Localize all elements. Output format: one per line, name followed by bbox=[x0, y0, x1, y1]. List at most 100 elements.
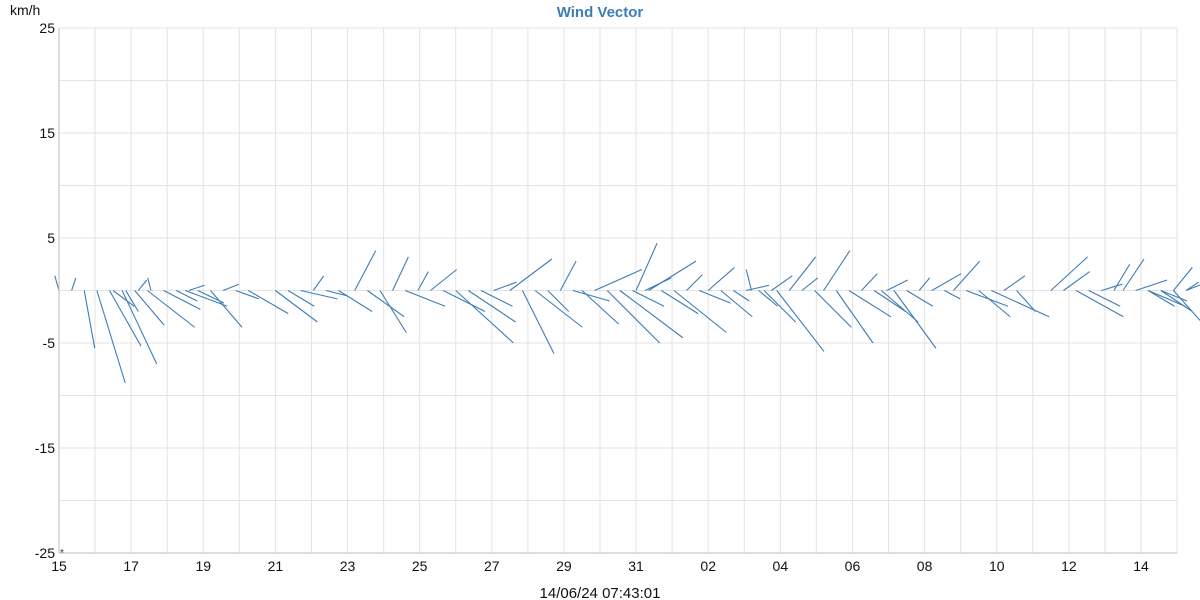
y-tick-label: 5 bbox=[47, 230, 55, 246]
wind-vector bbox=[1173, 290, 1200, 322]
wind-vector bbox=[635, 243, 658, 291]
y-tick-label: -25 bbox=[35, 545, 55, 561]
wind-vector bbox=[1050, 256, 1088, 291]
wind-vector bbox=[480, 290, 513, 307]
wind-vector bbox=[931, 273, 962, 291]
wind-vector bbox=[606, 290, 661, 344]
wind-vector bbox=[109, 290, 142, 347]
wind-vector bbox=[893, 290, 937, 349]
wind-vector bbox=[1016, 290, 1036, 312]
wind-vector bbox=[581, 290, 620, 325]
wind-vector bbox=[733, 290, 750, 302]
wind-vector bbox=[1185, 284, 1200, 292]
wind-vector bbox=[1160, 290, 1193, 312]
y-tick-label: -5 bbox=[43, 335, 56, 351]
wind-vector bbox=[886, 279, 908, 291]
wind-vector bbox=[965, 289, 1009, 307]
wind-vector bbox=[835, 290, 874, 344]
wind-vector bbox=[137, 279, 148, 291]
wind-vector bbox=[1160, 289, 1188, 302]
wind-vector bbox=[71, 277, 77, 291]
wind-vector bbox=[978, 290, 1011, 318]
wind-vector bbox=[468, 290, 516, 323]
wind-vector bbox=[405, 289, 446, 307]
wind-vector bbox=[873, 290, 906, 312]
wind-vector bbox=[944, 290, 961, 300]
x-tick-label: 14 bbox=[1133, 558, 1149, 574]
wind-vector bbox=[776, 290, 825, 352]
wind-vector bbox=[686, 274, 703, 291]
wind-vector bbox=[188, 284, 205, 292]
x-tick-label: 31 bbox=[628, 558, 644, 574]
wind-vector bbox=[823, 250, 851, 291]
x-tick-label: 12 bbox=[1061, 558, 1077, 574]
x-tick-label: 08 bbox=[917, 558, 933, 574]
wind-vector bbox=[455, 290, 514, 344]
wind-vector bbox=[906, 290, 934, 307]
wind-vector bbox=[594, 268, 643, 292]
wind-vector bbox=[1003, 275, 1026, 291]
wind-vector bbox=[367, 290, 405, 318]
chart-grid bbox=[59, 27, 1178, 554]
x-tick-label: 23 bbox=[340, 558, 356, 574]
wind-vector bbox=[442, 290, 486, 312]
wind-vector bbox=[648, 260, 697, 291]
wind-vector bbox=[1173, 267, 1193, 291]
corner-mark: * bbox=[60, 548, 64, 559]
timestamp-footer: 14/06/24 07:43:01 bbox=[540, 585, 661, 600]
chart-title: Wind Vector bbox=[557, 4, 644, 21]
wind-vector bbox=[509, 258, 553, 291]
wind-vector bbox=[745, 284, 770, 292]
x-tick-label: 19 bbox=[195, 558, 211, 574]
wind-vector bbox=[991, 289, 1050, 318]
vector-series bbox=[54, 243, 1200, 384]
wind-vector bbox=[880, 290, 919, 323]
wind-vector bbox=[112, 290, 135, 307]
wind-vector bbox=[521, 290, 555, 354]
wind-vector bbox=[918, 277, 931, 291]
wind-vector bbox=[147, 290, 195, 328]
wind-vector bbox=[559, 260, 577, 291]
wind-vector bbox=[788, 256, 817, 291]
wind-vector bbox=[493, 281, 517, 292]
wind-vector bbox=[354, 250, 377, 291]
wind-vector bbox=[848, 290, 892, 318]
x-tick-label: 29 bbox=[556, 558, 572, 574]
wind-vector bbox=[147, 277, 152, 291]
wind-vector bbox=[953, 260, 981, 291]
wind-vector bbox=[707, 266, 735, 291]
wind-vector bbox=[338, 290, 373, 312]
x-tick-label: 04 bbox=[773, 558, 789, 574]
wind-vector bbox=[121, 290, 158, 365]
wind-vector bbox=[1113, 263, 1131, 291]
wind-vector bbox=[547, 290, 570, 312]
wind-vector bbox=[210, 290, 243, 328]
wind-vector bbox=[54, 275, 60, 291]
wind-vector bbox=[222, 283, 240, 292]
x-tick-label: 21 bbox=[268, 558, 284, 574]
wind-vector bbox=[312, 275, 325, 291]
wind-vector bbox=[379, 290, 407, 333]
wind-vector bbox=[96, 290, 126, 384]
wind-vector bbox=[632, 290, 665, 307]
x-tick-label: 25 bbox=[412, 558, 428, 574]
wind-vector bbox=[1122, 258, 1145, 291]
wind-vector bbox=[83, 290, 96, 349]
wind-vector bbox=[661, 290, 699, 315]
wind-vector bbox=[134, 290, 165, 326]
wind-vector bbox=[1147, 289, 1186, 307]
wind-vector bbox=[814, 290, 852, 328]
x-tick-label: 17 bbox=[123, 558, 139, 574]
wind-vector bbox=[1088, 290, 1121, 307]
wind-vector bbox=[1075, 290, 1124, 318]
y-tick-label: 25 bbox=[39, 20, 55, 36]
wind-vector bbox=[619, 290, 684, 339]
wind-vector bbox=[430, 269, 458, 291]
wind-vector bbox=[300, 289, 338, 300]
x-tick-label: 02 bbox=[700, 558, 716, 574]
x-tick-label: 27 bbox=[484, 558, 500, 574]
wind-vector bbox=[417, 271, 429, 291]
wind-vector bbox=[287, 290, 315, 307]
